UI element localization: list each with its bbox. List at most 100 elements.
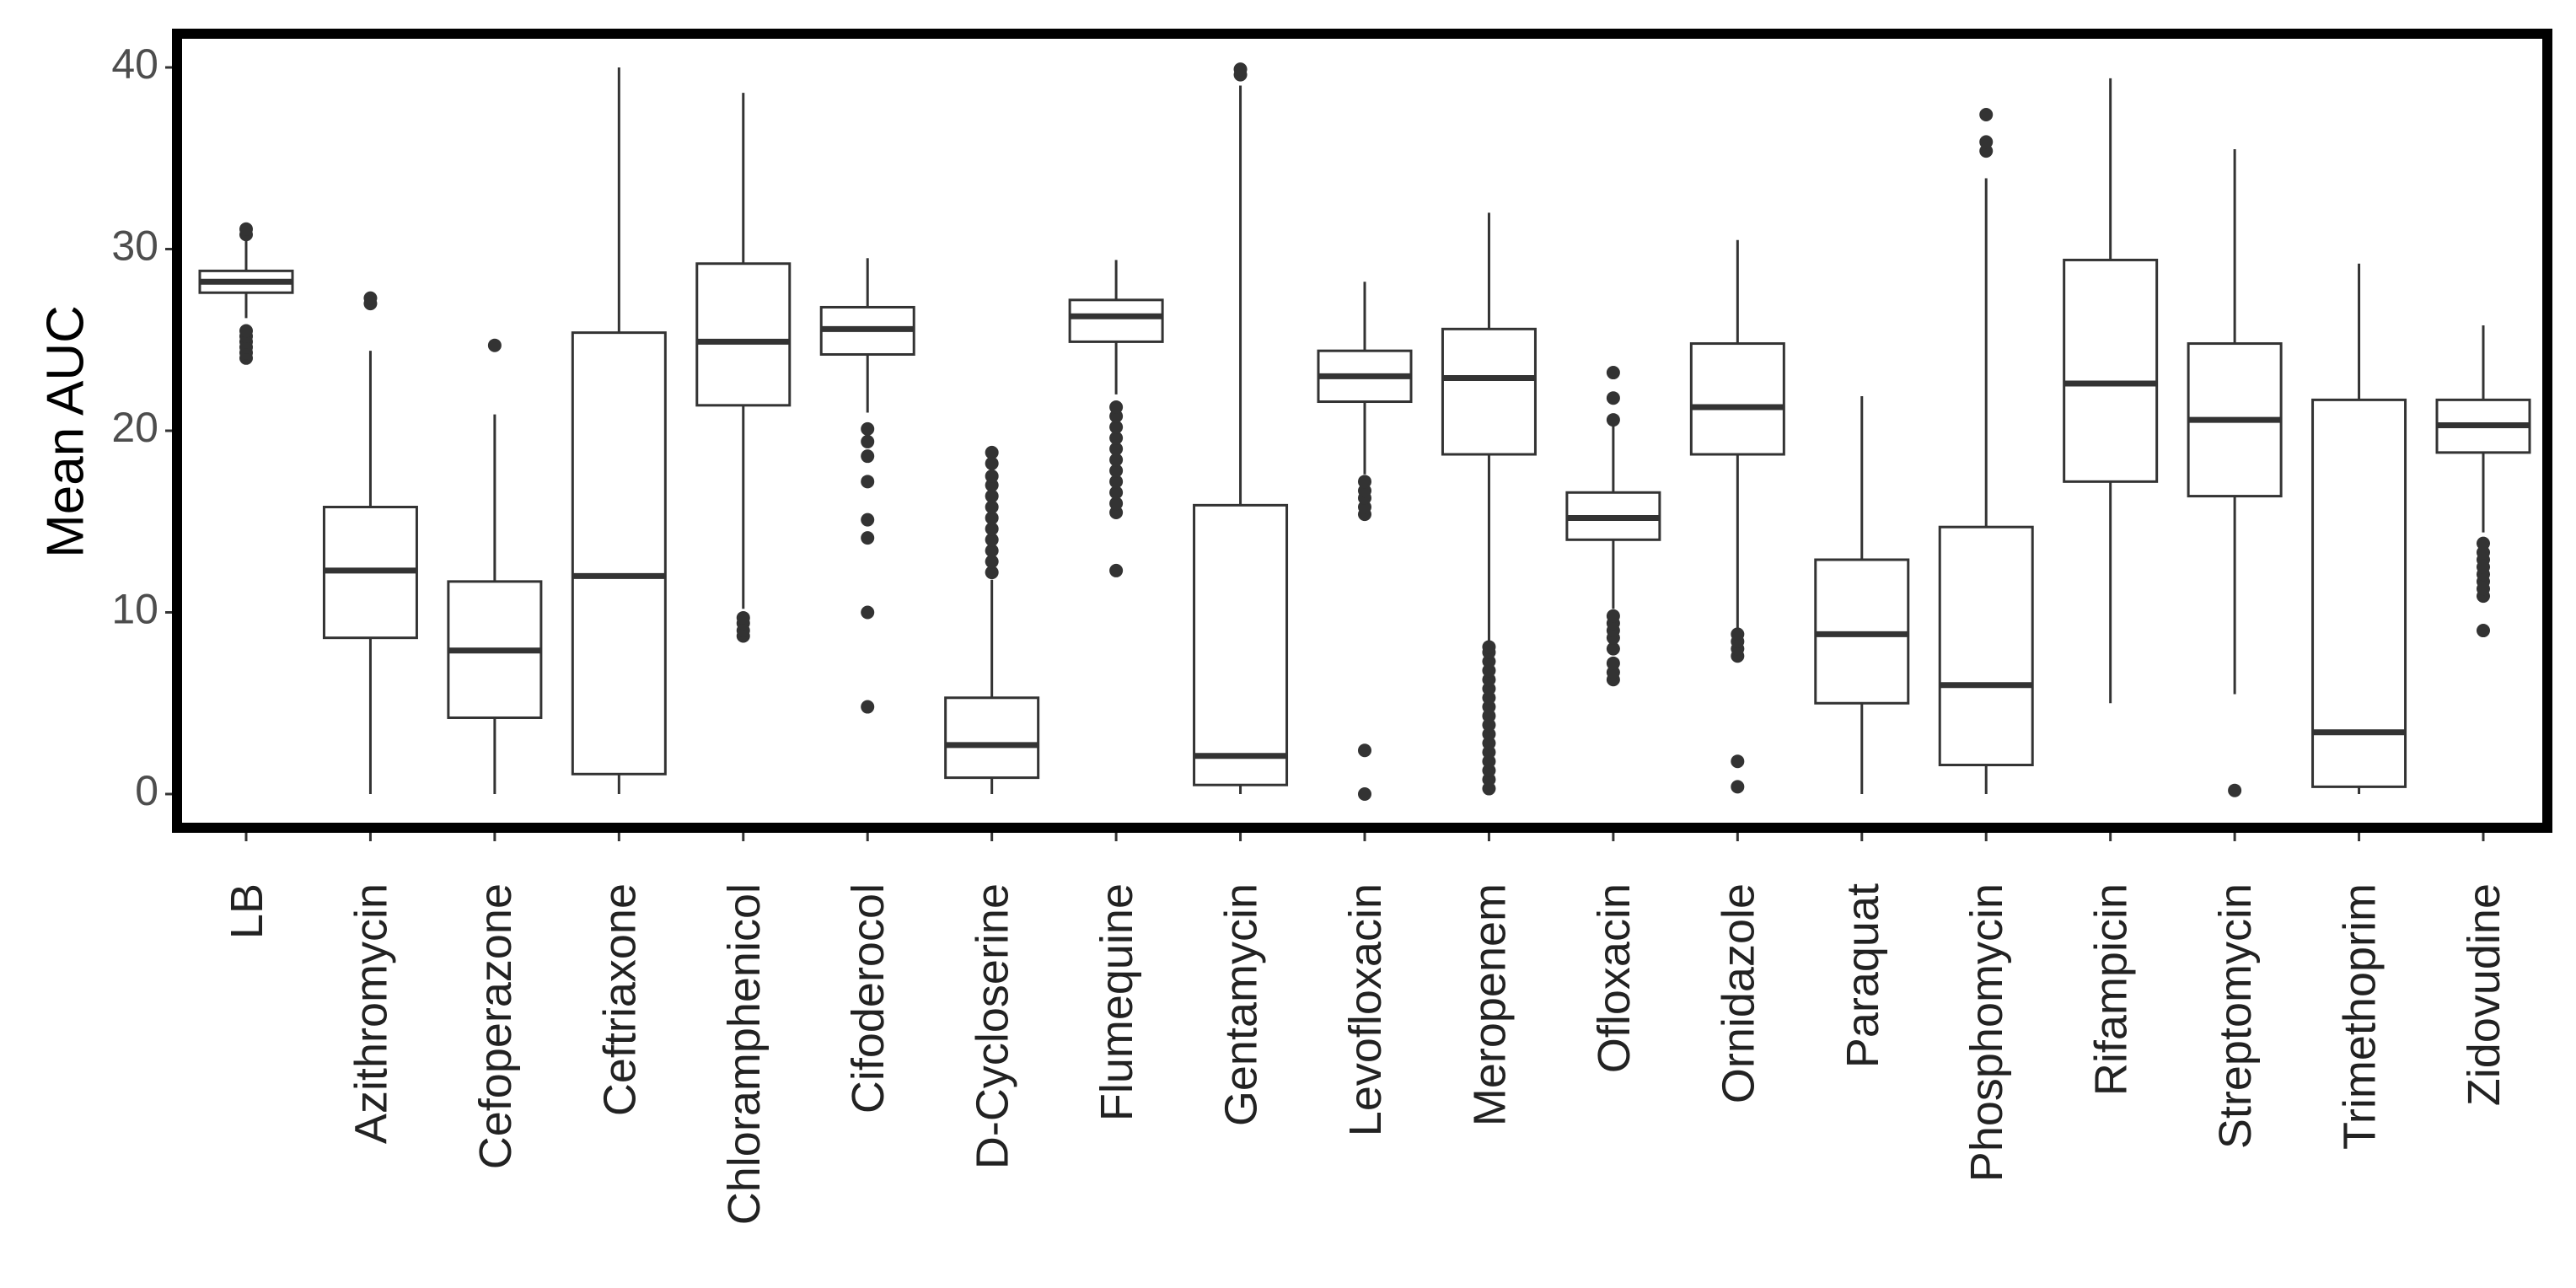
x-tick-label: Cefoperazone — [470, 883, 521, 1169]
outlier-point — [985, 469, 999, 483]
box-ofloxacin — [1565, 366, 1661, 687]
x-tick-label: Azithromycin — [346, 883, 396, 1144]
outlier-point — [1109, 563, 1124, 577]
outlier-point — [363, 291, 378, 305]
outlier-point — [487, 338, 502, 352]
outlier-point — [985, 489, 999, 503]
box-d-cycloserine — [944, 445, 1040, 794]
outlier-point — [1109, 475, 1124, 489]
box-iqr — [695, 262, 792, 407]
outlier-point — [861, 605, 875, 620]
outlier-point — [1979, 135, 1994, 149]
outlier-point — [985, 533, 999, 547]
box-iqr — [571, 331, 667, 775]
outlier-point — [1731, 627, 1745, 641]
box-trimethoprim — [2311, 263, 2407, 794]
outlier-point — [1606, 609, 1620, 623]
outlier-point — [861, 700, 875, 714]
x-tick-label: Paraquat — [1838, 883, 1888, 1068]
y-tick-label: 20 — [111, 404, 158, 451]
outlier-point — [1109, 442, 1124, 456]
plot-frame — [172, 29, 2552, 833]
outlier-point — [1109, 420, 1124, 434]
box-paraquat — [1814, 396, 1910, 794]
box-ceftriaxone — [571, 67, 667, 794]
x-tick-label: Cifoderocol — [843, 883, 894, 1114]
x-tick-label: Flumequine — [1092, 883, 1142, 1121]
outlier-point — [1731, 780, 1745, 794]
outlier-point — [239, 222, 253, 236]
box-series — [198, 62, 2531, 801]
y-axis: 0 10 20 30 40 — [111, 40, 174, 814]
outlier-point — [239, 324, 253, 338]
y-tick-label: 30 — [111, 223, 158, 270]
outlier-point — [985, 500, 999, 514]
outlier-point — [1109, 496, 1124, 511]
outlier-point — [736, 610, 750, 625]
box-iqr — [944, 696, 1040, 780]
outlier-point — [1109, 453, 1124, 467]
outlier-point — [2477, 536, 2490, 550]
outlier-point — [1358, 743, 1371, 758]
outlier-point — [1606, 641, 1620, 656]
box-iqr — [1938, 525, 2034, 767]
x-tick-label: Rifampicin — [2086, 883, 2137, 1096]
outlier-point — [2477, 624, 2490, 638]
y-tick-label: 10 — [111, 586, 158, 633]
box-phosphomycin — [1938, 108, 2034, 794]
box-iqr — [2311, 398, 2407, 788]
outlier-point — [985, 522, 999, 536]
x-tick-label: Trimethoprim — [2335, 883, 2385, 1150]
x-tick-label: Meropenem — [1464, 883, 1515, 1126]
outlier-point — [1109, 486, 1124, 500]
x-tick-label: Ornidazole — [1713, 883, 1763, 1103]
outlier-point — [1606, 391, 1620, 405]
outlier-point — [985, 544, 999, 558]
outlier-point — [861, 434, 875, 448]
box-rifampicin — [2063, 78, 2159, 704]
x-tick-label: Ofloxacin — [1589, 883, 1640, 1073]
outlier-point — [1482, 640, 1496, 654]
box-cifoderocol — [819, 258, 915, 714]
outlier-point — [985, 456, 999, 470]
outlier-point — [985, 566, 999, 580]
outlier-point — [1358, 787, 1371, 801]
outlier-point — [861, 449, 875, 464]
outlier-point — [1109, 431, 1124, 445]
outlier-point — [1731, 754, 1745, 769]
outlier-point — [985, 511, 999, 525]
x-tick-label: Levofloxacin — [1340, 883, 1391, 1136]
outlier-point — [985, 555, 999, 569]
box-streptomycin — [2187, 148, 2283, 797]
outlier-point — [1109, 400, 1124, 414]
box-lb — [198, 222, 294, 365]
outlier-point — [861, 531, 875, 545]
box-flumequine — [1068, 260, 1164, 577]
outlier-point — [1233, 62, 1248, 77]
box-zidovudine — [2435, 325, 2531, 638]
outlier-point — [1979, 108, 1994, 122]
x-tick-label: LB — [222, 883, 272, 939]
y-axis-title: Mean AUC — [36, 305, 94, 558]
box-chloramphenicol — [695, 93, 792, 643]
x-tick-label: Ceftriaxone — [594, 883, 645, 1116]
box-azithromycin — [322, 291, 418, 794]
x-tick-label: Streptomycin — [2210, 883, 2261, 1149]
outlier-point — [985, 445, 999, 459]
box-iqr — [1689, 342, 1785, 456]
x-axis: LB Azithromycin Cefoperazone Ceftriaxone Chl… — [222, 831, 2509, 1225]
y-tick-label: 0 — [135, 767, 158, 814]
outlier-point — [861, 421, 875, 436]
box-ornidazole — [1689, 239, 1785, 794]
box-meropenem — [1441, 212, 1537, 796]
outlier-point — [1606, 366, 1620, 380]
box-iqr — [1068, 298, 1164, 343]
x-tick-label: Phosphomycin — [1962, 883, 2012, 1182]
outlier-point — [861, 475, 875, 489]
outlier-point — [1606, 413, 1620, 427]
box-iqr — [1193, 503, 1289, 786]
outlier-point — [861, 513, 875, 527]
box-iqr — [2063, 258, 2159, 483]
y-tick-label: 40 — [111, 40, 158, 88]
